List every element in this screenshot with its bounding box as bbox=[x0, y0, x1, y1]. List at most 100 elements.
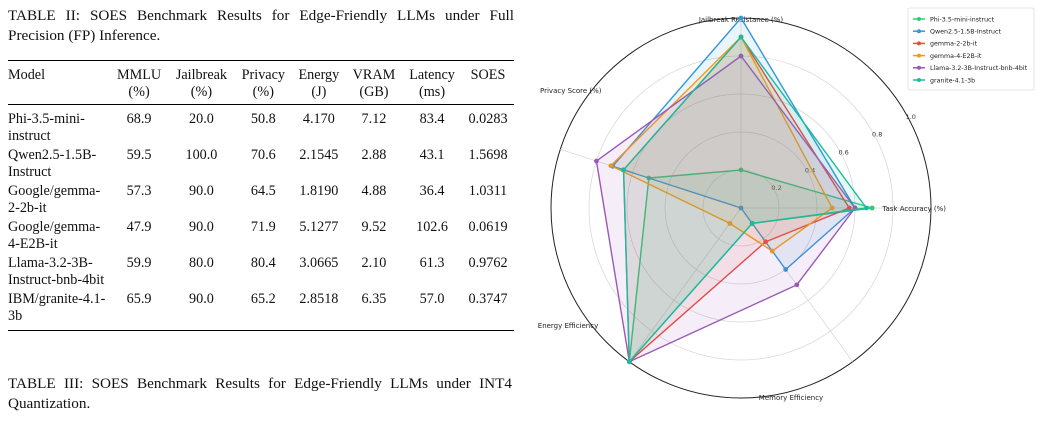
cell-mmlu: 65.9 bbox=[126, 291, 152, 307]
cell-jailbreak: 20.0 bbox=[189, 111, 214, 127]
radar-series-point bbox=[738, 167, 744, 173]
radar-series-point bbox=[864, 205, 869, 211]
cell-mmlu: 59.5 bbox=[126, 147, 152, 163]
col-header-jailbreak: Jailbreak (%) bbox=[175, 67, 228, 100]
cell-energy: 2.1545 bbox=[299, 147, 339, 163]
cell-soes: 1.0311 bbox=[468, 183, 508, 199]
radar-axis-label: Memory Efficiency bbox=[759, 394, 823, 402]
table-row: Google/gemma-2-2b-it 57.3 90.0 64.5 1.81… bbox=[8, 182, 514, 218]
radar-tick-label: 0.4 bbox=[805, 166, 815, 174]
radar-series-point bbox=[749, 220, 755, 226]
cell-energy: 4.170 bbox=[302, 111, 335, 127]
legend-entry: gemma-4-E2B-it bbox=[930, 53, 982, 60]
table-ii: Model MMLU (%) Jailbreak (%) Privacy (%) En… bbox=[8, 60, 514, 331]
cell-mmlu: 47.9 bbox=[126, 219, 152, 235]
col-header-privacy: Privacy (%) bbox=[241, 67, 285, 100]
radar-series-point bbox=[738, 205, 744, 211]
radar-series-point bbox=[738, 34, 744, 40]
legend-entry: granite-4.1-3b bbox=[930, 77, 975, 84]
cell-privacy: 80.4 bbox=[250, 255, 276, 271]
cell-latency: 102.6 bbox=[416, 219, 449, 235]
col-header-vram: VRAM (GB) bbox=[352, 67, 396, 100]
cell-privacy: 64.5 bbox=[250, 183, 276, 199]
col-header-energy: Energy (J) bbox=[298, 67, 340, 100]
radar-series-point bbox=[869, 205, 875, 211]
cell-privacy: 65.2 bbox=[250, 291, 276, 307]
table-header-row: Model MMLU (%) Jailbreak (%) Privacy (%) En… bbox=[8, 60, 514, 105]
radar-tick-label: 1.0 bbox=[906, 113, 916, 121]
radar-series-point bbox=[783, 267, 789, 272]
cell-model: Phi-3.5-mini-instruct bbox=[8, 111, 85, 144]
cell-latency: 57.0 bbox=[419, 291, 445, 307]
radar-series-point bbox=[738, 15, 744, 21]
radar-axis-label: Task Accuracy (%) bbox=[881, 205, 946, 213]
radar-legend: Phi-3.5-mini-instruct Qwen2.5-1.5B-Instru… bbox=[907, 7, 1035, 91]
radar-tick-label: 0.8 bbox=[872, 131, 882, 139]
cell-model: IBM/granite-4.1-3b bbox=[8, 291, 106, 324]
cell-jailbreak: 80.0 bbox=[189, 255, 214, 271]
cell-soes: 0.3747 bbox=[468, 291, 508, 307]
radar-series-point bbox=[727, 220, 733, 226]
cell-soes: 0.9762 bbox=[468, 255, 508, 271]
radar-series bbox=[594, 15, 875, 365]
cell-mmlu: 57.3 bbox=[126, 183, 152, 199]
cell-latency: 61.3 bbox=[419, 255, 445, 271]
cell-jailbreak: 90.0 bbox=[189, 291, 214, 307]
cell-vram: 2.88 bbox=[361, 147, 387, 163]
cell-privacy: 50.8 bbox=[250, 111, 276, 127]
cell-jailbreak: 90.0 bbox=[189, 183, 214, 199]
cell-energy: 5.1277 bbox=[299, 219, 339, 235]
grid-spoke bbox=[629, 207, 742, 362]
radar-series-point bbox=[794, 282, 800, 288]
cell-vram: 9.52 bbox=[361, 219, 387, 235]
cell-soes: 0.0619 bbox=[468, 219, 508, 235]
col-header-latency: Latency (ms) bbox=[409, 67, 455, 100]
table-row: Google/gemma-4-E2B-it 47.9 90.0 71.9 5.1… bbox=[8, 218, 514, 254]
table-row: Qwen2.5-1.5B-Instruct 59.5 100.0 70.6 2.… bbox=[8, 146, 514, 182]
col-header-mmlu: MMLU (%) bbox=[116, 67, 162, 100]
radar-series-point bbox=[738, 53, 744, 59]
radar-series-polygon bbox=[611, 16, 856, 271]
radar-series-point bbox=[829, 205, 835, 211]
cell-privacy: 71.9 bbox=[250, 219, 276, 235]
radar-tick-label: 0.6 bbox=[838, 148, 848, 156]
legend-marker bbox=[917, 41, 921, 46]
cell-model: Qwen2.5-1.5B-Instruct bbox=[8, 147, 97, 180]
radar-chart: 0.20.40.60.81.0 Task Accuracy (%)Jailbre… bbox=[538, 7, 1035, 402]
cell-mmlu: 68.9 bbox=[126, 111, 152, 127]
col-header-soes: SOES bbox=[470, 67, 506, 83]
cell-privacy: 70.6 bbox=[250, 147, 276, 163]
radar-series-polygon bbox=[595, 55, 856, 363]
table-row: IBM/granite-4.1-3b 65.9 90.0 65.2 2.8518… bbox=[8, 290, 514, 331]
legend-marker bbox=[917, 53, 921, 58]
cell-vram: 7.12 bbox=[361, 111, 387, 127]
cell-soes: 0.0283 bbox=[468, 111, 508, 127]
cell-jailbreak: 90.0 bbox=[189, 219, 214, 235]
cell-energy: 2.8518 bbox=[299, 291, 339, 307]
table-row: Phi-3.5-mini-instruct 68.9 20.0 50.8 4.1… bbox=[8, 105, 514, 147]
radar-tick-labels: 0.2 0.4 0.6 0.8 1.0 bbox=[771, 113, 916, 192]
radar-series-polygon bbox=[622, 35, 868, 364]
legend-entry: Phi-3.5-mini-instruct bbox=[930, 16, 995, 23]
cell-vram: 2.10 bbox=[361, 255, 387, 271]
cell-model: Llama-3.2-3B-Instruct-bnb-4bit bbox=[8, 255, 105, 288]
legend-marker bbox=[917, 78, 921, 82]
cell-model: Google/gemma-2-2b-it bbox=[8, 183, 101, 216]
legend-entry: Llama-3.2-3B-Instruct-bnb-4bit bbox=[930, 65, 1028, 72]
radar-series-point bbox=[594, 158, 599, 164]
table-row: Llama-3.2-3B-Instruct-bnb-4bit 59.9 80.0… bbox=[8, 254, 514, 290]
radar-series-polygon bbox=[609, 35, 834, 252]
cell-model: Google/gemma-4-E2B-it bbox=[8, 219, 101, 252]
legend-marker bbox=[917, 17, 921, 21]
radar-series-point bbox=[763, 239, 768, 245]
cell-energy: 1.8190 bbox=[299, 183, 339, 199]
cell-vram: 4.88 bbox=[361, 183, 387, 199]
cell-soes: 1.5698 bbox=[468, 147, 508, 163]
legend-entry: gemma-2-2b-it bbox=[930, 41, 978, 48]
radar-series-point bbox=[621, 167, 626, 173]
radar-series-point bbox=[608, 163, 614, 169]
radar-series-point bbox=[769, 248, 775, 254]
radar-series-point bbox=[626, 359, 632, 365]
cell-vram: 6.35 bbox=[361, 291, 387, 307]
cell-latency: 36.4 bbox=[419, 183, 445, 199]
